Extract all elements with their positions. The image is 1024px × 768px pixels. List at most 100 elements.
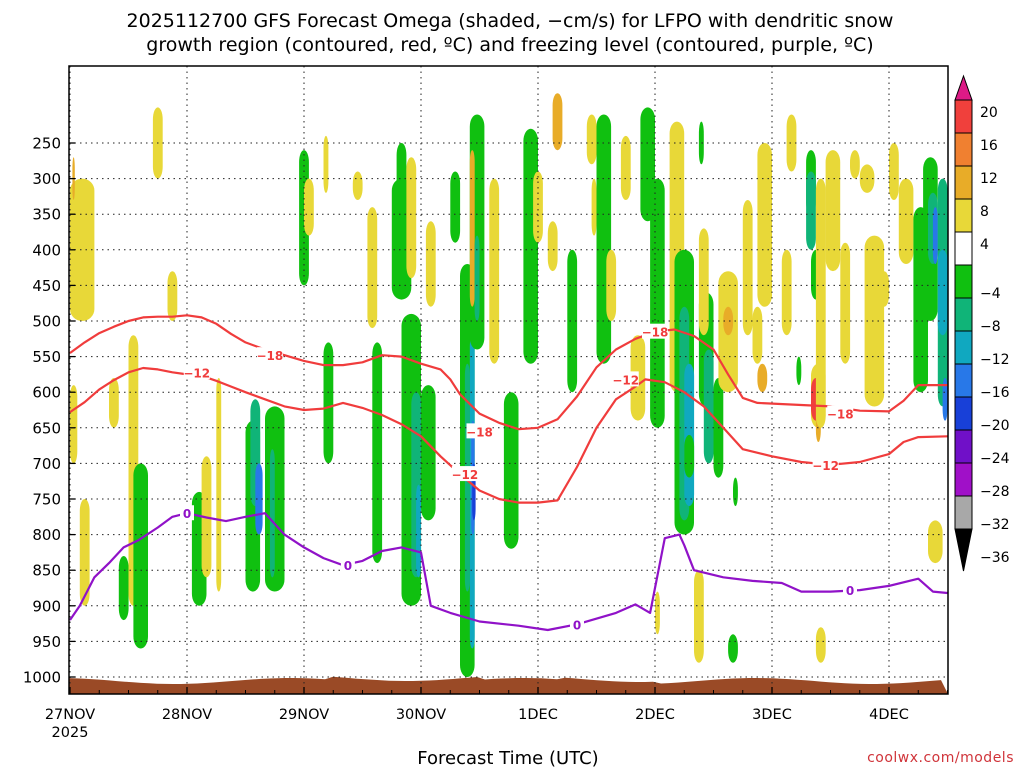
y-tick-label: 350: [32, 206, 61, 224]
omega-shade-cell: [396, 143, 407, 200]
omega-shade-cell: [786, 114, 797, 172]
omega-shade-cell: [694, 570, 704, 663]
omega-shade-cell: [304, 178, 314, 236]
omega-shade-cell: [840, 242, 851, 364]
omega-shade-cell: [806, 171, 816, 250]
contour-label-bg: [827, 405, 854, 421]
contour-label-bg: [180, 505, 194, 521]
contour-label-bg: [466, 423, 493, 439]
contour-label: −12: [612, 373, 639, 387]
omega-shade-cell: [815, 178, 826, 428]
chart-title-line-1: 2025112700 GFS Forecast Omega (shaded, −…: [127, 10, 894, 32]
contour-label: −12: [183, 366, 210, 380]
omega-shade-cell: [421, 385, 436, 521]
x-tick-label: 1DEC: [518, 707, 558, 723]
contour-label: 0: [573, 618, 581, 632]
colorbar-tick-label: −36: [980, 550, 1010, 566]
credit-text: coolwx.com/models: [867, 750, 1014, 766]
colorbar-tick-label: −16: [980, 385, 1010, 401]
colorbar-tick-label: 4: [980, 237, 989, 253]
grid-lines: [69, 66, 948, 694]
contour-label-bg: [340, 557, 355, 573]
colorbar-cell: [954, 462, 973, 497]
omega-shading: [70, 93, 948, 677]
omega-shade-cell: [928, 520, 943, 564]
contour-lines: −18 −18 −18 −18 −12 −12 −12 −12 0 0 0 0: [68, 65, 949, 695]
omega-shade-cell: [489, 178, 500, 364]
omega-shade-cell: [70, 385, 78, 464]
omega-shade-cell: [796, 356, 802, 386]
contour-label: −18: [827, 408, 854, 422]
y-tick-label: 800: [32, 526, 61, 544]
colorbar-tick-label: −32: [980, 517, 1010, 533]
colorbar-top-triangle: [954, 74, 973, 101]
contour-label-bg: [612, 371, 639, 387]
colorbar-tick-label: −12: [980, 352, 1010, 368]
colorbar-cell: [954, 198, 973, 233]
colorbar-cell: [954, 132, 973, 167]
y-tick-label: 950: [32, 633, 61, 651]
contour-label-bg: [256, 347, 283, 363]
colorbar-cell: [954, 264, 973, 299]
contour-label: 0: [344, 559, 352, 573]
y-tick-label: 850: [32, 562, 61, 580]
colorbar: 20 16 12 8 4 −4 −8 −12 −16 −20 −24 −28 −32 −36: [954, 74, 1010, 572]
omega-shade-cell: [450, 171, 461, 243]
colorbar-tick-label: 8: [980, 204, 989, 220]
y-tick-label: 750: [32, 491, 61, 509]
y-tick-label: 900: [32, 597, 61, 615]
contour-label-bg: [642, 323, 668, 339]
omega-shade-cell: [825, 150, 841, 272]
omega-shade-cell: [406, 157, 417, 279]
omega-shade-cell: [596, 114, 612, 364]
colorbar-tick-label: −24: [980, 451, 1010, 467]
contour-label: 0: [183, 507, 191, 521]
omega-shade-cell: [864, 235, 885, 407]
omega-shade-cell: [118, 556, 129, 621]
x-tick-label: 3DEC: [752, 707, 792, 723]
omega-shade-cell: [255, 463, 263, 535]
omega-shade-cell: [650, 178, 665, 428]
x-tick-label: 4DEC: [869, 707, 909, 723]
omega-shade-cell: [889, 143, 899, 200]
x-year-label: 2025: [52, 725, 89, 741]
y-tick-label: 250: [32, 135, 61, 153]
y-axis: 250 300 350 400 450 500 550 600 650 700 750 800 850 9…: [23, 135, 75, 687]
contour-label-bg: [843, 582, 857, 598]
omega-shade-cell: [733, 477, 738, 507]
omega-shade-cell: [932, 207, 938, 265]
omega-shade-cell: [425, 221, 436, 307]
x-axis-label: Forecast Time (UTC): [417, 748, 598, 768]
omega-shade-cell: [698, 228, 709, 336]
omega-shade-cell: [416, 484, 421, 578]
colorbar-cell: [954, 495, 973, 530]
colorbar-tick-label: 12: [980, 171, 998, 187]
contour-label-bg: [570, 616, 584, 632]
omega-shade-cell: [547, 221, 558, 272]
colorbar-bottom-triangle: [954, 528, 973, 572]
omega-shade-cell: [591, 178, 597, 236]
chart-title-line-2: growth region (contoured, red, ºC) and f…: [146, 34, 873, 56]
omega-shade-cell: [655, 591, 660, 635]
omega-shade-cell: [79, 499, 90, 606]
omega-shade-cell: [367, 207, 378, 329]
omega-shade-cell: [703, 349, 714, 464]
colorbar-tick-label: −20: [980, 418, 1010, 434]
contour-label: −18: [466, 425, 493, 439]
y-tick-label: 300: [32, 170, 61, 188]
x-axis: 27NOV 28NOV 29NOV 30NOV 1DEC 2DEC 3DEC 4DEC 2025: [45, 687, 948, 741]
contour-label-bg: [812, 456, 839, 472]
y-tick-label: 650: [32, 419, 61, 437]
omega-shade-cell: [815, 627, 826, 663]
contour-label: 0: [846, 584, 854, 598]
colorbar-tick-label: −28: [980, 484, 1010, 500]
colorbar-cell: [954, 165, 973, 200]
contour-label-bg: [183, 364, 210, 380]
omega-shade-cell: [586, 114, 597, 165]
omega-shade-cell: [620, 135, 631, 200]
omega-shade-cell: [70, 178, 95, 321]
y-tick-label: 1000: [23, 669, 61, 687]
omega-shade-cell: [469, 150, 475, 307]
omega-shade-cell: [474, 235, 480, 321]
